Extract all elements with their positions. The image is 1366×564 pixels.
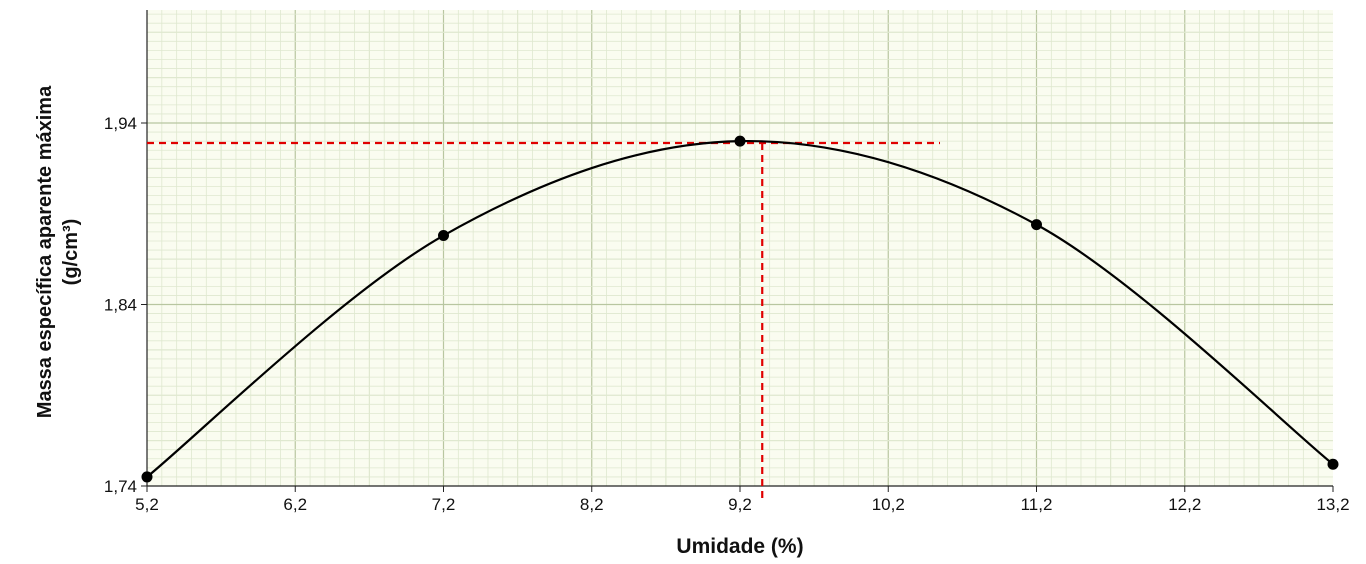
x-tick-label: 11,2 bbox=[1021, 495, 1053, 514]
y-axis-title: Massa específica aparente máxima (g/cm³) bbox=[32, 52, 88, 452]
reference-lines bbox=[147, 141, 940, 500]
x-tick-label: 10,2 bbox=[872, 495, 905, 514]
x-tick-label: 8,2 bbox=[580, 495, 604, 514]
data-point bbox=[438, 230, 449, 242]
ticks: 5,2 6,2 7,2 8,2 9,2 10,2 11,2 12,2 13,2 1,74 1,84 1… bbox=[104, 114, 1350, 514]
y-tick-label: 1,74 bbox=[104, 477, 137, 496]
y-tick-label: 1,94 bbox=[104, 114, 137, 133]
x-tick-label: 9,2 bbox=[728, 495, 752, 514]
y-axis-title-line2: (g/cm³) bbox=[60, 218, 82, 286]
data-points bbox=[141, 135, 1339, 483]
minor-grid bbox=[147, 10, 1333, 486]
x-tick-label: 12,2 bbox=[1168, 495, 1201, 514]
x-axis-title: Umidade (%) bbox=[676, 535, 804, 558]
y-tick-label: 1,84 bbox=[104, 296, 137, 315]
y-axis-title-line1: Massa específica aparente máxima bbox=[34, 85, 56, 419]
data-point bbox=[141, 471, 153, 483]
data-point bbox=[1031, 219, 1042, 231]
x-tick-label: 5,2 bbox=[135, 495, 159, 514]
x-tick-label: 6,2 bbox=[283, 495, 307, 514]
x-tick-label: 7,2 bbox=[432, 495, 456, 514]
data-point bbox=[734, 135, 746, 147]
x-tick-label: 13,2 bbox=[1316, 495, 1349, 514]
data-point bbox=[1327, 458, 1339, 470]
